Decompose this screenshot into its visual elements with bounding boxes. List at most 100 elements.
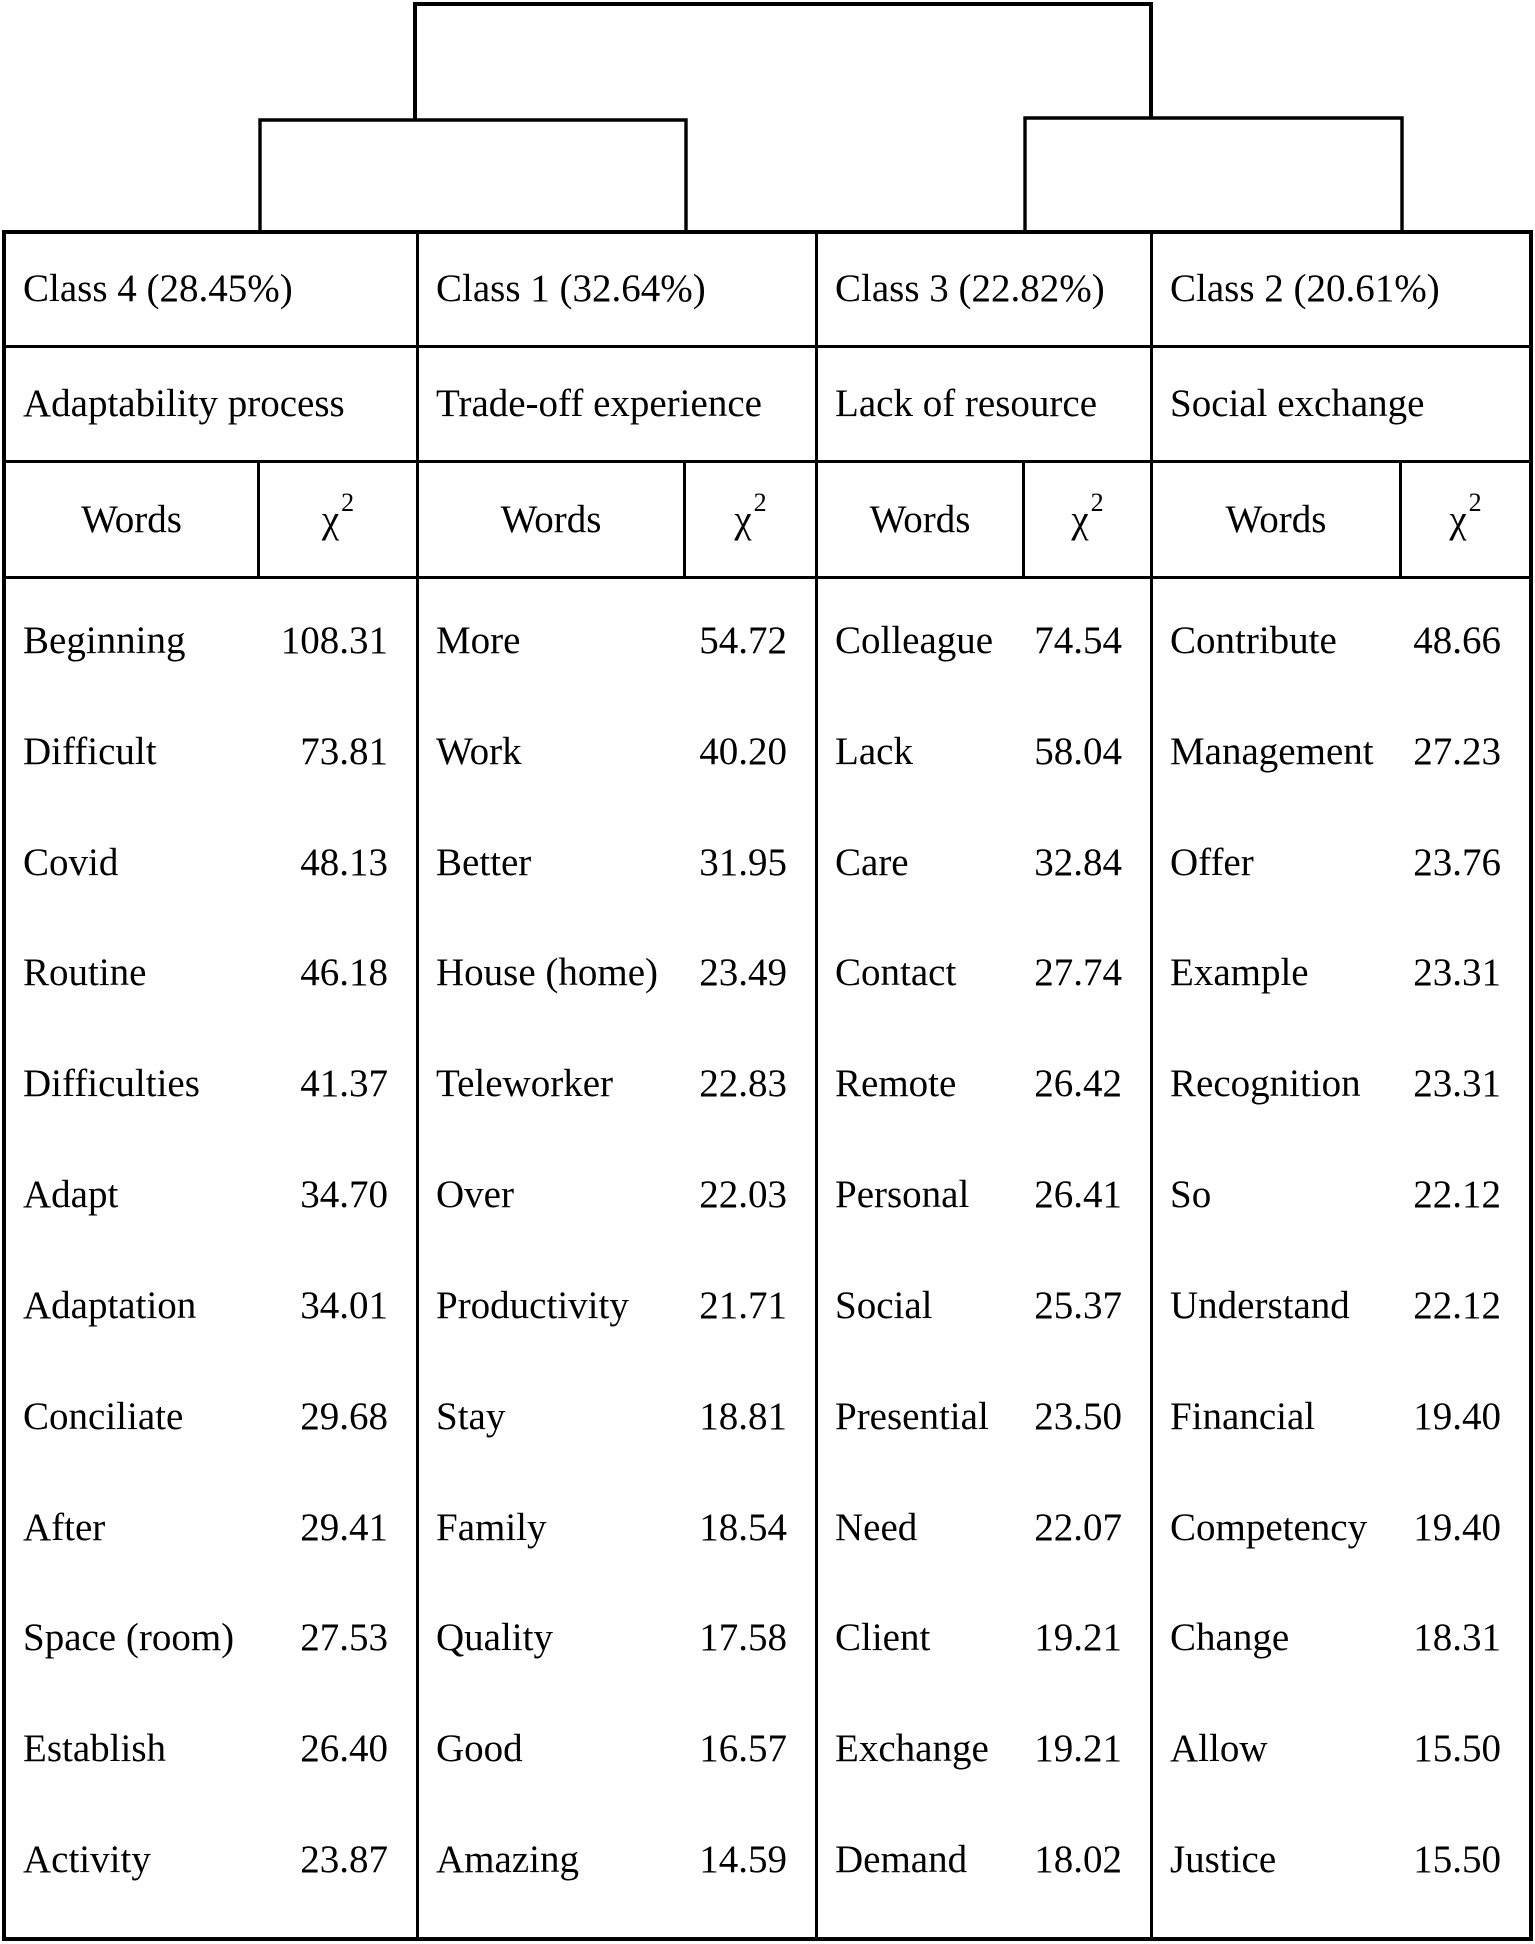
word-label: Routine [23,951,147,995]
word-list: Contribute 48.66 Management 27.23 Offer 23.76… [1153,579,1529,1937]
word-row: Need 22.07 [818,1472,1150,1583]
chi2-value: 23.76 [1413,840,1501,884]
chi2-value: 26.40 [300,1727,388,1771]
word-row: Adapt 34.70 [6,1139,416,1250]
words-header: Words [419,463,686,576]
word-row: Difficulties 41.37 [6,1028,416,1139]
word-row: Remote 26.42 [818,1028,1150,1139]
word-row: Amazing 14.59 [419,1804,815,1915]
chi2-value: 18.31 [1413,1616,1501,1660]
word-label: Need [835,1505,918,1549]
word-row: Conciliate 29.68 [6,1361,416,1472]
word-label: Difficulties [23,1062,200,1106]
word-row: Routine 46.18 [6,917,416,1028]
chi2-value: 22.12 [1413,1283,1501,1327]
word-row: Exchange 19.21 [818,1693,1150,1804]
word-row: Social 25.37 [818,1250,1150,1361]
chi2-value: 34.70 [300,1173,388,1217]
word-label: Care [835,840,909,884]
word-row: Quality 17.58 [419,1582,815,1693]
word-label: Understand [1170,1283,1350,1327]
class-theme: Adaptability process [6,348,416,463]
word-row: Beginning 108.31 [6,585,416,696]
chi2-value: 15.50 [1413,1727,1501,1771]
class-title: Class 2 (20.61%) [1153,234,1529,348]
chi-symbol: χ [1449,498,1467,541]
chi-symbol: χ [734,498,752,541]
chi2-value: 22.12 [1413,1173,1501,1217]
word-label: Amazing [436,1838,579,1882]
word-label: Activity [23,1838,151,1882]
chi2-value: 34.01 [300,1283,388,1327]
word-row: Establish 26.40 [6,1693,416,1804]
chi-superscript: 2 [341,487,355,517]
chi2-value: 32.84 [1034,840,1122,884]
word-label: Exchange [835,1727,989,1771]
word-row: Difficult 73.81 [6,696,416,807]
word-label: Contact [835,951,957,995]
chi2-value: 73.81 [300,729,388,773]
chi2-value: 29.41 [300,1505,388,1549]
class-theme: Trade-off experience [419,348,815,463]
word-row: House (home) 23.49 [419,917,815,1028]
chi2-value: 74.54 [1034,618,1122,662]
chi2-value: 18.81 [699,1394,787,1438]
class-title: Class 3 (22.82%) [818,234,1150,348]
column-class-4: Class 4 (28.45%) Adaptability process Wo… [6,234,419,1937]
word-label: Good [436,1727,523,1771]
word-row: Better 31.95 [419,807,815,918]
word-label: Allow [1170,1727,1268,1771]
word-label: Contribute [1170,618,1337,662]
word-row: Activity 23.87 [6,1804,416,1915]
classification-table: Class 4 (28.45%) Adaptability process Wo… [2,230,1533,1941]
word-label: Adaptation [23,1283,197,1327]
word-label: Example [1170,951,1309,995]
chi2-value: 21.71 [699,1283,787,1327]
word-label: Quality [436,1616,553,1660]
chi2-value: 29.68 [300,1394,388,1438]
class-theme: Social exchange [1153,348,1529,463]
word-label: Stay [436,1394,506,1438]
word-label: Establish [23,1727,166,1771]
word-label: Recognition [1170,1062,1361,1106]
word-label: Adapt [23,1173,119,1217]
word-row: Demand 18.02 [818,1804,1150,1915]
word-row: Stay 18.81 [419,1361,815,1472]
word-row: Over 22.03 [419,1139,815,1250]
column-class-2: Class 2 (20.61%) Social exchange Words χ… [1153,234,1529,1937]
word-label: Space (room) [23,1616,235,1660]
word-label: Work [436,729,522,773]
dendrogram-root-bracket [413,2,1153,120]
word-row: Allow 15.50 [1153,1693,1529,1804]
word-list: Colleague 74.54 Lack 58.04 Care 32.84 Contact 2… [818,579,1150,1937]
chi-symbol: χ [1071,498,1089,541]
chi2-value: 16.57 [699,1727,787,1771]
chi2-value: 23.50 [1034,1394,1122,1438]
column-class-3: Class 3 (22.82%) Lack of resource Words … [818,234,1153,1937]
word-label: More [436,618,521,662]
word-row: Change 18.31 [1153,1582,1529,1693]
word-label: Conciliate [23,1394,184,1438]
class-theme: Lack of resource [818,348,1150,463]
word-label: Presential [835,1394,989,1438]
chi2-value: 27.53 [300,1616,388,1660]
chi2-value: 27.23 [1413,729,1501,773]
word-row: More 54.72 [419,585,815,696]
word-row: Care 32.84 [818,807,1150,918]
word-label: Social [835,1283,933,1327]
word-row: Financial 19.40 [1153,1361,1529,1472]
word-row: Client 19.21 [818,1582,1150,1693]
chi2-value: 48.66 [1413,618,1501,662]
word-label: Better [436,840,532,884]
word-row: Lack 58.04 [818,696,1150,807]
chi2-value: 26.41 [1034,1173,1122,1217]
word-label: Demand [835,1838,968,1882]
word-row: So 22.12 [1153,1139,1529,1250]
word-label: Management [1170,729,1374,773]
word-label: Competency [1170,1505,1368,1549]
